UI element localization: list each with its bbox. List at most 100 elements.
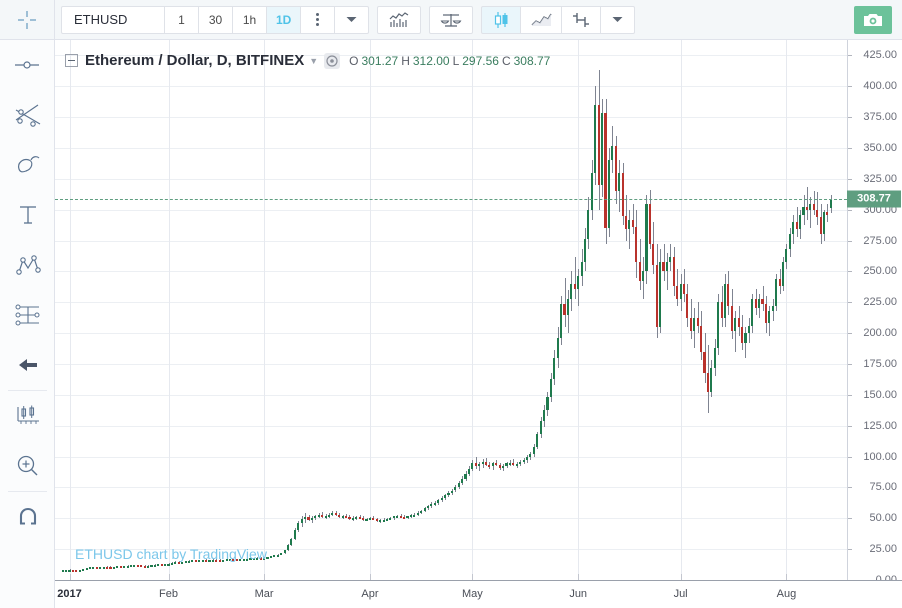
trend-line-tool[interactable] <box>0 40 55 90</box>
candle-wick <box>814 191 815 215</box>
candle-body-up <box>129 565 133 568</box>
forecast-tool[interactable] <box>0 290 55 340</box>
fib-retracement-tool[interactable] <box>0 90 55 140</box>
grid-line-horizontal <box>55 487 847 489</box>
candle-body-down <box>194 560 197 563</box>
more-intervals-button[interactable] <box>301 5 336 34</box>
time-axis-tick <box>472 574 474 580</box>
candle-body-down <box>498 465 501 468</box>
chart-type-line-button[interactable] <box>521 5 563 34</box>
chart-type-candles-button[interactable] <box>481 5 522 34</box>
candle-body-down <box>624 215 628 230</box>
chart-type-bars-button[interactable] <box>562 5 602 34</box>
candle-body-up <box>123 566 126 569</box>
grid-line-horizontal <box>55 240 847 242</box>
interval-30[interactable]: 30 <box>199 5 233 34</box>
candle-body-down <box>205 560 208 562</box>
chart-type-dropdown-button[interactable] <box>601 5 636 34</box>
measure-tool[interactable] <box>0 391 55 441</box>
ohlc-key-open: O <box>349 53 359 68</box>
candle-body-down <box>140 565 143 568</box>
candle-body-up <box>822 212 826 235</box>
candle-body-up <box>146 565 150 568</box>
candle-body-up <box>440 497 443 501</box>
price-scale-axis[interactable]: 308.77 0.0025.0050.0075.00100.00125.0015… <box>847 40 902 586</box>
candle-body-down <box>358 517 361 520</box>
price-axis-label: 425.00 <box>863 49 897 62</box>
candle-body-up <box>641 271 645 282</box>
interval-dropdown-button[interactable] <box>335 5 370 34</box>
time-axis-label: Jul <box>673 588 688 600</box>
chevron-down-icon[interactable]: ▼ <box>309 55 319 66</box>
price-plot[interactable]: Ethereum / Dollar, D, BITFINEX ▼ O 301.2… <box>55 40 847 580</box>
time-axis-tick <box>680 574 682 580</box>
candle-body-up <box>618 172 621 192</box>
price-axis-tick <box>848 55 852 57</box>
candle-body-up <box>437 500 440 503</box>
candle-body-up <box>594 104 597 173</box>
compare-button[interactable] <box>429 5 474 34</box>
candle-wick <box>575 256 576 299</box>
candle-body-up <box>409 515 412 518</box>
time-axis-tick <box>69 574 71 580</box>
eye-icon[interactable] <box>324 52 341 69</box>
price-axis-tick <box>848 549 852 551</box>
grid-line-vertical <box>369 40 371 580</box>
arrow-back-tool[interactable] <box>0 340 55 390</box>
candle-body-up <box>478 463 481 466</box>
zoom-in-tool[interactable] <box>0 441 55 491</box>
time-axis-tick <box>578 574 580 580</box>
candle-body-up <box>126 565 129 568</box>
candle-body-up <box>775 278 778 306</box>
collapse-square-icon[interactable] <box>65 54 78 67</box>
brush-tool[interactable] <box>0 140 55 190</box>
screenshot-button[interactable] <box>854 6 892 34</box>
candle-body-down <box>635 226 638 262</box>
chart-type-group <box>481 5 636 34</box>
ohlc-value-open: 301.27 <box>361 53 399 68</box>
interval-1h[interactable]: 1h <box>233 5 267 34</box>
candle-body-down <box>805 207 808 210</box>
candle-body-down <box>563 303 566 315</box>
price-axis-tick <box>848 518 852 520</box>
candle-body-up <box>211 559 214 562</box>
candle-body-up <box>82 569 85 571</box>
price-axis-tick <box>848 302 852 304</box>
candle-body-up <box>713 347 716 368</box>
candle-wick <box>233 558 234 560</box>
symbol-button[interactable]: ETHUSD <box>61 5 165 34</box>
price-axis-label: 75.00 <box>869 481 897 494</box>
candle-body-down <box>344 515 348 518</box>
interval-1D[interactable]: 1D <box>267 5 302 34</box>
magnet-tool[interactable] <box>0 492 55 542</box>
candle-body-up <box>116 566 119 569</box>
ohlc-value-high: 312.00 <box>412 53 450 68</box>
pattern-tool-icon <box>15 255 41 275</box>
candle-body-down <box>484 462 488 465</box>
candle-body-up <box>242 558 245 561</box>
candle-wick <box>667 252 668 290</box>
ohlc-key-high: H <box>401 53 410 68</box>
candle-body-up <box>665 261 668 272</box>
candle-body-up <box>85 568 88 571</box>
candle-body-up <box>225 559 228 562</box>
text-tool[interactable] <box>0 190 55 240</box>
candle-body-up <box>659 261 662 327</box>
candle-body-down <box>682 283 686 294</box>
price-axis-label: 25.00 <box>869 543 897 556</box>
candle-body-up <box>809 203 812 210</box>
price-axis-tick <box>848 364 852 365</box>
dot <box>316 18 320 21</box>
indicators-button[interactable] <box>377 5 422 34</box>
candle-wick <box>261 557 262 559</box>
left-drawing-toolbar <box>0 40 55 608</box>
candle-body-up <box>297 522 300 530</box>
candle-wick <box>797 207 798 237</box>
candle-body-up <box>392 516 395 519</box>
interval-1[interactable]: 1 <box>165 5 199 34</box>
candle-body-up <box>68 569 71 572</box>
candle-body-up <box>310 518 313 521</box>
candle-wick <box>401 513 402 518</box>
time-scale-axis[interactable]: 2017 Feb Mar Apr May Jun Jul Aug <box>55 574 902 608</box>
pattern-tool[interactable] <box>0 240 55 290</box>
